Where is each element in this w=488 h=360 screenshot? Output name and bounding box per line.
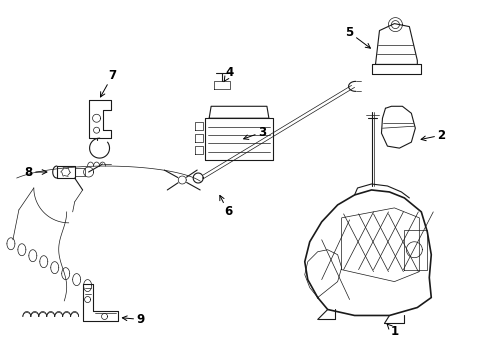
Polygon shape: [178, 176, 186, 184]
Text: 8: 8: [25, 166, 47, 179]
Text: 7: 7: [100, 69, 116, 97]
Text: 3: 3: [243, 126, 265, 139]
Text: 1: 1: [386, 324, 398, 338]
Text: 4: 4: [224, 66, 234, 82]
Text: 9: 9: [122, 313, 144, 326]
Polygon shape: [193, 173, 203, 183]
Text: 2: 2: [420, 129, 445, 142]
Text: 5: 5: [345, 26, 369, 48]
Text: 6: 6: [220, 195, 232, 219]
